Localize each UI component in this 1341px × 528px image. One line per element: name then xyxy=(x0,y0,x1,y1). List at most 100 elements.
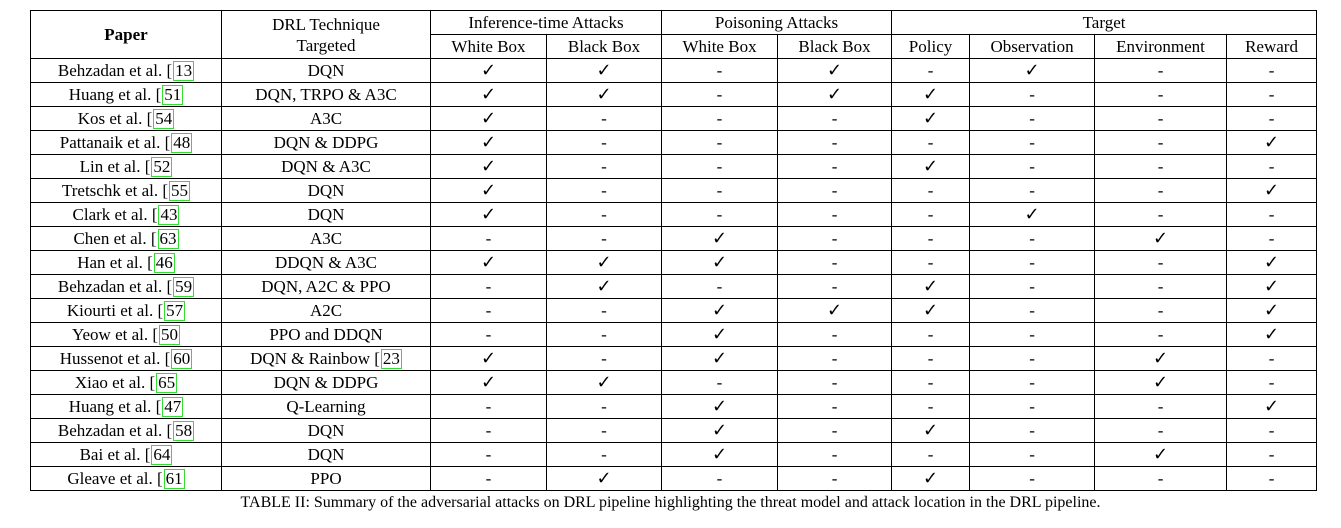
policy-cell: - xyxy=(891,394,971,419)
check-icon: ✓ xyxy=(1263,276,1280,297)
poisoning-black-box-cell: - xyxy=(777,346,893,371)
dash-mark: - xyxy=(927,229,934,248)
dash-mark: - xyxy=(1157,133,1164,152)
citation-link[interactable]: 48 xyxy=(171,133,193,153)
observation-cell: - xyxy=(969,322,1096,347)
observation-cell: - xyxy=(969,394,1096,419)
paper-cell: Gleave et al. [61 xyxy=(30,466,222,491)
dash-mark: - xyxy=(1029,421,1035,440)
dash-mark: - xyxy=(601,301,607,320)
paper-cell: Han et al. [46 xyxy=(30,250,222,275)
dash-mark: - xyxy=(601,397,607,416)
environment-cell: - xyxy=(1094,58,1228,83)
poisoning-white-box-cell: - xyxy=(661,274,779,299)
citation-link[interactable]: 65 xyxy=(156,373,178,393)
citation-link[interactable]: 54 xyxy=(153,109,175,129)
technique-cell: Q-Learning xyxy=(221,394,431,419)
environment-cell: - xyxy=(1094,274,1228,299)
poisoning-white-box-cell: ✓ xyxy=(661,322,779,347)
dash-mark: - xyxy=(927,445,934,464)
inference-black-box-cell: ✓ xyxy=(545,274,663,299)
paper-author: Yeow et al. [ xyxy=(71,325,159,344)
table-row: Xiao et al. [65 DQN & DDPG ✓ ✓ - - - - ✓ - xyxy=(30,370,1318,395)
dash-mark: - xyxy=(1029,373,1035,392)
inference-black-box-cell: - xyxy=(545,226,663,251)
check-icon: ✓ xyxy=(480,348,497,369)
technique-text: DQN & DDPG xyxy=(273,373,379,392)
technique-cell: DQN xyxy=(221,58,431,83)
reward-cell: - xyxy=(1226,226,1318,251)
citation-link[interactable]: 61 xyxy=(163,469,185,489)
check-icon: ✓ xyxy=(922,108,939,129)
citation-link[interactable]: 51 xyxy=(162,85,184,105)
technique-text: DQN, A2C & PPO xyxy=(261,277,391,296)
dash-mark: - xyxy=(1268,85,1275,104)
citation-link[interactable]: 60 xyxy=(171,349,193,369)
dash-mark: - xyxy=(1157,421,1164,440)
observation-cell: - xyxy=(969,82,1096,107)
citation-link[interactable]: 57 xyxy=(164,301,186,321)
technique-cell: DQN, TRPO & A3C xyxy=(221,82,431,107)
dash-mark: - xyxy=(1268,205,1275,224)
dash-mark: - xyxy=(1029,133,1035,152)
citation-link[interactable]: 43 xyxy=(158,205,180,225)
citation-link[interactable]: 59 xyxy=(173,277,195,297)
dash-mark: - xyxy=(485,325,492,344)
poisoning-black-box-cell: - xyxy=(777,394,893,419)
observation-cell: - xyxy=(969,130,1096,155)
paper-cell: Kos et al. [54 xyxy=(30,106,222,131)
citation-link[interactable]: 46 xyxy=(153,253,175,273)
technique-text: PPO xyxy=(310,469,342,488)
citation-link[interactable]: 50 xyxy=(159,325,181,345)
check-icon: ✓ xyxy=(596,252,612,273)
dash-mark: - xyxy=(1157,277,1164,296)
inference-white-box-cell: ✓ xyxy=(430,346,547,371)
inference-white-box-cell: ✓ xyxy=(430,106,547,131)
environment-cell: - xyxy=(1094,202,1228,227)
poisoning-black-box-cell: - xyxy=(777,154,893,179)
citation-link[interactable]: 47 xyxy=(162,397,184,417)
dash-mark: - xyxy=(831,229,838,248)
table-row: Yeow et al. [50 PPO and DDQN - - ✓ - - - - ✓ xyxy=(30,322,1318,347)
dash-mark: - xyxy=(1268,349,1275,368)
technique-citation-link[interactable]: 23 xyxy=(380,349,402,369)
reward-cell: - xyxy=(1226,58,1318,83)
observation-cell: - xyxy=(969,370,1096,395)
dash-mark: - xyxy=(927,205,934,224)
environment-cell: ✓ xyxy=(1094,346,1228,371)
citation-link[interactable]: 64 xyxy=(151,445,173,465)
check-icon: ✓ xyxy=(711,396,728,417)
check-icon: ✓ xyxy=(1263,324,1280,345)
dash-mark: - xyxy=(601,133,607,152)
check-icon: ✓ xyxy=(711,228,728,249)
check-icon: ✓ xyxy=(711,444,728,465)
check-icon: ✓ xyxy=(480,132,497,153)
inference-black-box-cell: - xyxy=(545,298,663,323)
check-icon: ✓ xyxy=(922,276,939,297)
dash-mark: - xyxy=(716,469,723,488)
policy-cell: ✓ xyxy=(891,106,971,131)
subheader-reward: Reward xyxy=(1226,34,1318,59)
technique-cell: DQN & DDPG xyxy=(221,130,431,155)
dash-mark: - xyxy=(1029,469,1035,488)
citation-link[interactable]: 63 xyxy=(157,229,179,249)
poisoning-black-box-cell: ✓ xyxy=(777,298,893,323)
check-icon: ✓ xyxy=(596,468,612,489)
citation-link[interactable]: 58 xyxy=(173,421,195,441)
citation-link[interactable]: 52 xyxy=(151,157,173,177)
poisoning-black-box-cell: - xyxy=(777,130,893,155)
poisoning-black-box-cell: - xyxy=(777,106,893,131)
reward-cell: - xyxy=(1226,82,1318,107)
dash-mark: - xyxy=(1268,421,1275,440)
dash-mark: - xyxy=(831,469,838,488)
dash-mark: - xyxy=(485,229,492,248)
citation-link[interactable]: 13 xyxy=(173,61,195,81)
check-icon: ✓ xyxy=(480,204,497,225)
citation-link[interactable]: 55 xyxy=(169,181,191,201)
policy-cell: ✓ xyxy=(891,466,971,491)
technique-text: DQN, TRPO & A3C xyxy=(255,85,397,104)
dash-mark: - xyxy=(1268,445,1275,464)
policy-cell: - xyxy=(891,178,971,203)
technique-text: A2C xyxy=(309,301,343,320)
dash-mark: - xyxy=(601,421,607,440)
